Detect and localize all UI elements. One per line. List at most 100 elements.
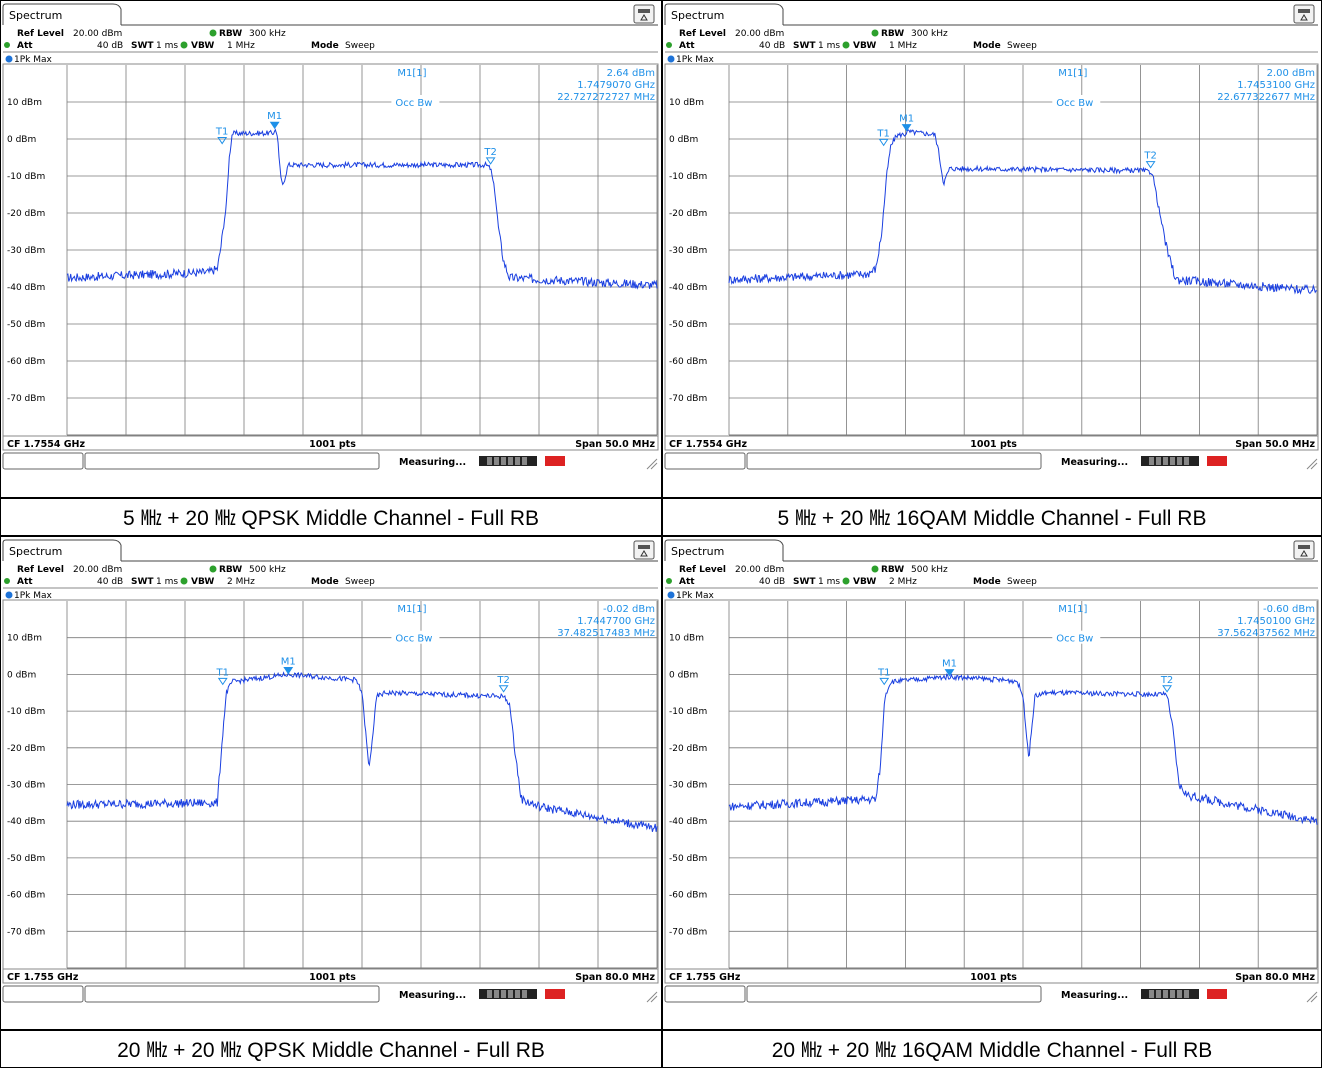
tab-label[interactable]: Spectrum [9, 9, 62, 22]
marker-m1[interactable]: M1 [281, 656, 296, 675]
vbw-coupled-icon [180, 41, 188, 49]
display-config-icon[interactable] [1293, 540, 1315, 560]
att-coupled-icon [4, 42, 10, 48]
rbw-coupled-icon [209, 565, 217, 573]
status-field-left[interactable] [664, 452, 746, 470]
vbw-label: VBW [853, 41, 876, 51]
marker-m1[interactable]: M1 [899, 114, 914, 132]
resize-grip-icon[interactable] [646, 458, 658, 470]
att-label: Att [17, 41, 33, 51]
marker-label: T2 [1160, 675, 1173, 686]
mode-value: Sweep [345, 41, 375, 51]
marker-t1[interactable]: T1 [877, 667, 890, 686]
marker-m1[interactable]: M1 [267, 111, 282, 130]
marker-t2[interactable]: T2 [483, 147, 497, 165]
y-tick-label: -20 dBm [7, 209, 45, 219]
panel-caption: 20 ㎒ + 20 ㎒ QPSK Middle Channel - Full R… [0, 1030, 662, 1068]
marker-label: T2 [483, 147, 496, 158]
att-value: 40 dB [97, 41, 123, 51]
status-field-message[interactable] [746, 985, 1042, 1003]
y-tick-label: -30 dBm [669, 781, 707, 791]
marker-m1[interactable]: M1 [942, 659, 957, 677]
y-tick-label: -60 dBm [7, 357, 45, 367]
rbw-label: RBW [219, 565, 242, 575]
status-field-left[interactable] [2, 452, 84, 470]
marker-readout-name: M1[1] [397, 604, 426, 615]
marker-readout-level: 2.64 dBm [607, 68, 655, 79]
y-tick-label: -30 dBm [7, 246, 45, 256]
y-tick-label: 10 dBm [7, 634, 42, 644]
marker-label: M1 [267, 111, 282, 122]
ref-level-label: Ref Level [17, 565, 64, 575]
spectrum-tab[interactable] [2, 3, 122, 25]
att-coupled-icon [4, 578, 10, 584]
marker-t1[interactable]: T1 [215, 127, 228, 145]
marker-label: M1 [281, 656, 296, 667]
vbw-coupled-icon [842, 577, 850, 585]
marker-t2[interactable]: T2 [1143, 151, 1157, 169]
y-tick-label: 10 dBm [669, 634, 704, 644]
y-tick-label: -70 dBm [7, 394, 45, 404]
marker-label: T1 [216, 667, 229, 678]
status-field-message[interactable] [84, 452, 380, 470]
marker-readout-frequency: 1.7453100 GHz [1237, 80, 1315, 91]
marker-t1[interactable]: T1 [876, 128, 890, 147]
spectrum-panel-1: Spectrum Ref Level 20.00 dBm Att 40 dB SWT 1 m… [0, 0, 662, 498]
ref-level-label: Ref Level [17, 29, 64, 39]
trace-label: 1Pk Max [14, 591, 53, 601]
lxi-icon [1207, 456, 1227, 466]
span-label: Span 80.0 MHz [1235, 972, 1315, 983]
spectrum-analyzer-screen: Spectrum Ref Level 20.00 dBm Att 40 dB SWT 1 m… [1, 1, 661, 497]
resize-grip-icon[interactable] [1306, 458, 1318, 470]
spectrum-tab[interactable] [664, 3, 784, 25]
spectrum-panel-2: Spectrum Ref Level 20.00 dBm Att 40 dB SWT 1 m… [662, 0, 1322, 498]
marker-t2[interactable]: T2 [1160, 675, 1173, 693]
tab-label[interactable]: Spectrum [9, 545, 62, 558]
marker-t1[interactable]: T1 [216, 667, 229, 686]
marker-label: M1 [899, 114, 914, 125]
trace-indicator-icon [5, 591, 13, 599]
rbw-coupled-icon [871, 29, 879, 37]
span-label: Span 50.0 MHz [575, 439, 655, 450]
resize-grip-icon[interactable] [1306, 991, 1318, 1003]
marker-readout-level: -0.60 dBm [1263, 604, 1315, 615]
marker-label: T1 [876, 128, 889, 139]
tab-label[interactable]: Spectrum [671, 545, 724, 558]
status-field-left[interactable] [664, 985, 746, 1003]
sweep-points-label: 1001 pts [970, 439, 1017, 450]
swt-label: SWT [793, 41, 816, 51]
lxi-icon [545, 989, 565, 999]
mode-value: Sweep [1007, 577, 1037, 587]
trace-label: 1Pk Max [676, 591, 715, 601]
marker-label: T2 [1143, 151, 1156, 162]
occupied-bandwidth-label: Occ Bw [395, 98, 432, 109]
vbw-value: 1 MHz [227, 41, 255, 51]
y-tick-label: -10 dBm [7, 707, 45, 717]
display-config-icon[interactable] [633, 4, 655, 24]
progress-bar [1141, 989, 1199, 999]
occupied-bandwidth-value: 22.677322677 MHz [1217, 92, 1315, 103]
spectrum-tab[interactable] [2, 539, 122, 561]
marker-label: M1 [942, 659, 957, 670]
y-tick-label: -40 dBm [7, 817, 45, 827]
status-field-message[interactable] [84, 985, 380, 1003]
display-config-icon[interactable] [1293, 4, 1315, 24]
trace-label: 1Pk Max [676, 55, 715, 65]
ref-level-value: 20.00 dBm [73, 29, 122, 39]
status-field-message[interactable] [746, 452, 1042, 470]
marker-readout-name: M1[1] [1058, 604, 1087, 615]
marker-readout-name: M1[1] [1058, 68, 1087, 79]
marker-t2[interactable]: T2 [496, 675, 510, 693]
spectrum-tab[interactable] [664, 539, 784, 561]
vbw-label: VBW [853, 577, 876, 587]
y-tick-label: -20 dBm [669, 209, 707, 219]
spectrum-trace [728, 673, 1318, 825]
ref-level-label: Ref Level [679, 29, 726, 39]
resize-grip-icon[interactable] [646, 991, 658, 1003]
progress-bar [479, 456, 537, 466]
status-field-left[interactable] [2, 985, 84, 1003]
display-config-icon[interactable] [633, 540, 655, 560]
y-tick-label: -40 dBm [669, 283, 707, 293]
center-frequency-label: CF 1.7554 GHz [7, 439, 85, 450]
tab-label[interactable]: Spectrum [671, 9, 724, 22]
